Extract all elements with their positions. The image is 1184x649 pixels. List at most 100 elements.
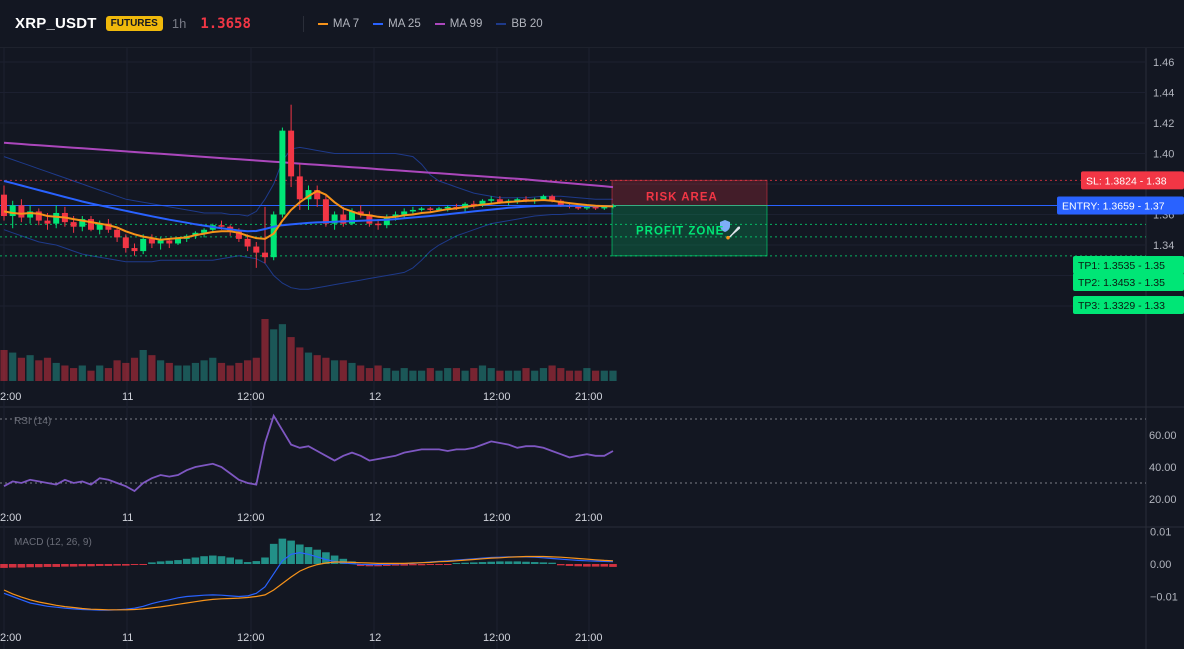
legend-ma7[interactable]: MA 7	[317, 17, 360, 30]
candle-body	[157, 240, 164, 244]
macd-histogram-bar	[200, 556, 208, 564]
level-label-text: TP2: 1.3453 - 1.35	[1078, 277, 1165, 289]
level-label-bg	[1081, 171, 1184, 190]
candle[interactable]	[488, 196, 495, 204]
candle[interactable]	[366, 211, 373, 227]
candle[interactable]	[122, 234, 129, 253]
macd-histogram-bar	[122, 564, 130, 566]
price-tick-label: 1.42	[1153, 118, 1174, 130]
legend-label: MA 7	[332, 17, 360, 30]
macd-histogram-bar	[400, 564, 408, 566]
level-label-sl[interactable]: SL: 1.3824 - 1.38	[1081, 171, 1184, 190]
macd-histogram-bar	[304, 547, 313, 564]
volume-bar	[357, 365, 365, 381]
candle[interactable]	[470, 200, 477, 209]
macd-histogram-bar	[530, 562, 539, 564]
legend-label: BB 20	[511, 17, 543, 30]
macd-histogram-bar	[522, 561, 530, 564]
rocket-icon	[729, 226, 740, 238]
volume-bar	[104, 368, 112, 381]
volume-bar	[461, 370, 469, 381]
level-label-tp[interactable]: TP3: 1.3329 - 1.33	[1073, 296, 1184, 314]
candle-body	[357, 211, 364, 215]
candle[interactable]	[9, 200, 16, 229]
candle[interactable]	[331, 211, 338, 230]
candle-body	[44, 220, 51, 224]
candle[interactable]	[27, 205, 34, 224]
volume-bar	[43, 357, 52, 381]
candle[interactable]	[305, 185, 312, 210]
volume-bar	[70, 368, 78, 381]
volume-bar	[174, 365, 182, 381]
time-tick-label: 21:00	[575, 512, 603, 524]
time-tick-label: 12:00	[237, 512, 265, 524]
candle[interactable]	[79, 216, 86, 232]
candle[interactable]	[288, 104, 295, 188]
candle[interactable]	[1, 185, 7, 221]
profit-zone-box[interactable]	[611, 205, 768, 257]
candle[interactable]	[340, 206, 347, 227]
volume-bar	[557, 368, 565, 381]
candle[interactable]	[418, 206, 425, 212]
candle-body	[114, 229, 121, 238]
candle-body	[131, 248, 138, 252]
macd-histogram-bar	[391, 564, 400, 566]
level-label-bg	[1073, 273, 1184, 291]
macd-histogram-bar	[0, 564, 8, 568]
candle[interactable]	[270, 211, 277, 261]
volume-bar	[183, 365, 191, 381]
candle-body	[148, 238, 155, 244]
ma7-line	[3, 189, 614, 241]
candle[interactable]	[166, 238, 173, 249]
time-tick-label: 2:00	[0, 632, 21, 644]
time-tick-label: 2:00	[0, 391, 21, 403]
rsi-tick-label: 20.00	[1149, 494, 1177, 506]
level-label-tp[interactable]: TP2: 1.3453 - 1.35	[1073, 273, 1184, 291]
candle[interactable]	[253, 241, 260, 268]
candle-body	[444, 206, 451, 209]
macd-tick-label: 0.01	[1150, 527, 1171, 539]
macd-histogram-bar	[243, 562, 252, 564]
candle[interactable]	[279, 127, 286, 218]
volume-bar	[496, 370, 504, 381]
candle-body	[262, 252, 268, 258]
candle[interactable]	[131, 243, 138, 256]
volume-bar	[418, 370, 426, 381]
candle[interactable]	[35, 208, 42, 226]
rsi-title: RSI (14)	[14, 416, 51, 427]
rocket-flame	[726, 235, 730, 240]
symbol-label[interactable]: XRP_USDT	[15, 15, 97, 32]
macd-histogram-bar	[52, 564, 60, 567]
macd-histogram-bar	[35, 564, 43, 568]
legend-ma99[interactable]: MA 99	[434, 18, 482, 30]
candle-body	[366, 214, 373, 224]
profit-zone-label: PROFIT ZONE	[636, 226, 724, 238]
macd-histogram-bar	[383, 564, 391, 566]
candle[interactable]	[140, 234, 147, 255]
shield-icon	[720, 220, 730, 232]
timeframe-label[interactable]: 1h	[171, 16, 187, 31]
candle[interactable]	[357, 205, 364, 218]
level-label-tp[interactable]: TP1: 1.3535 - 1.35	[1073, 256, 1184, 274]
candle[interactable]	[148, 234, 155, 249]
macd-histogram-bar	[209, 555, 217, 564]
candle[interactable]	[314, 185, 321, 207]
candle[interactable]	[18, 199, 25, 223]
level-label-entry[interactable]: ENTRY: 1.3659 - 1.37	[1057, 196, 1184, 215]
legend-bb20[interactable]: BB 20	[496, 17, 543, 30]
candle-body	[349, 211, 355, 224]
volume-bar	[391, 370, 400, 381]
volume-bar	[130, 357, 139, 381]
macd-histogram-bar	[487, 561, 495, 564]
macd-histogram-bar	[104, 564, 113, 566]
rsi-line	[3, 413, 614, 493]
candle[interactable]	[262, 206, 268, 264]
risk-area-box[interactable]	[611, 179, 768, 207]
candle[interactable]	[244, 234, 251, 252]
candle[interactable]	[114, 226, 121, 242]
volume-bar	[487, 368, 495, 381]
candle[interactable]	[88, 216, 94, 232]
legend-ma25[interactable]: MA 25	[373, 18, 421, 30]
candle[interactable]	[409, 206, 416, 215]
